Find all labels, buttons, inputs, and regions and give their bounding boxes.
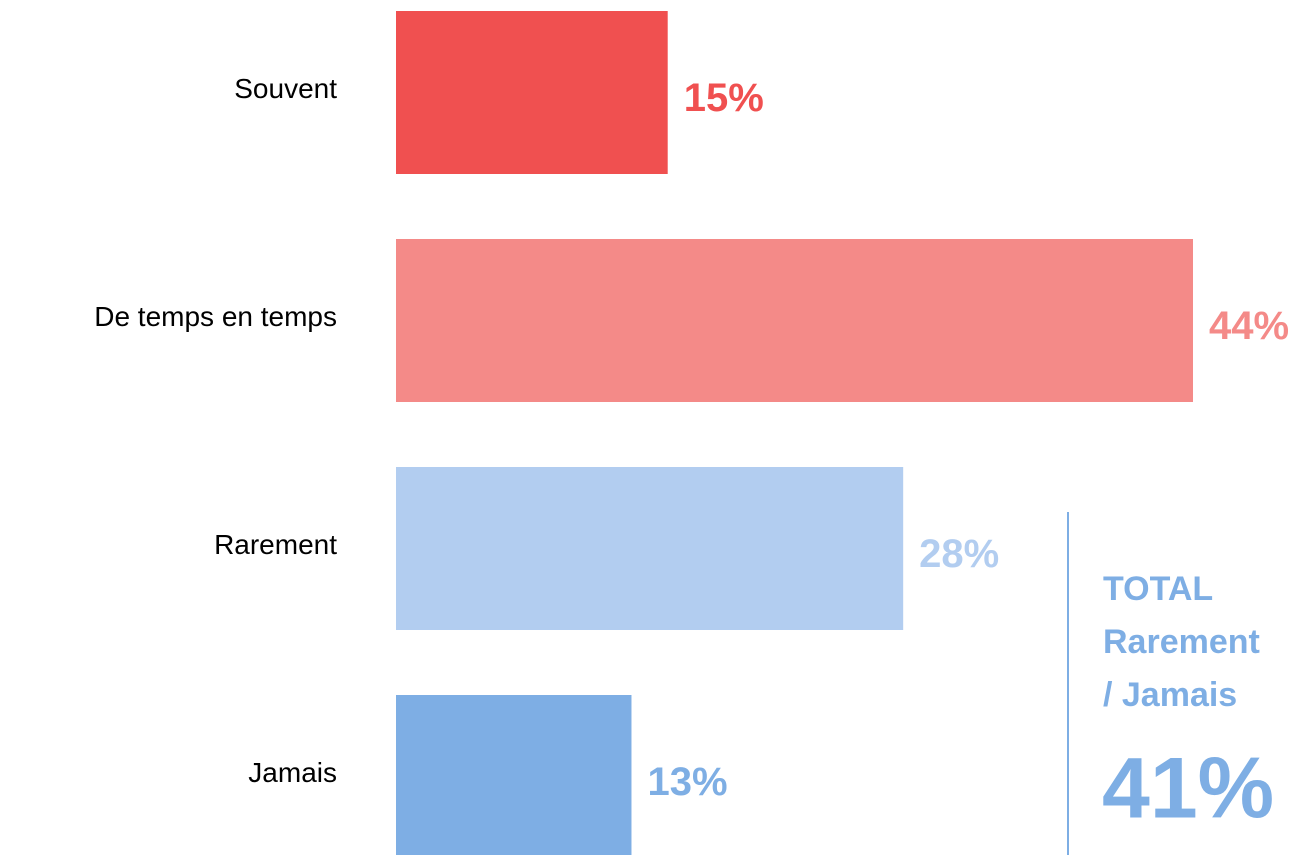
bar <box>396 239 1193 402</box>
category-label: De temps en temps <box>94 301 337 332</box>
bar <box>396 467 904 630</box>
bar <box>396 695 632 855</box>
annotation-text: TOTAL <box>1103 570 1213 608</box>
category-label: Rarement <box>214 529 337 560</box>
category-label: Jamais <box>248 757 337 788</box>
value-label: 28% <box>919 532 999 576</box>
bar <box>396 11 668 174</box>
value-label: 13% <box>647 760 727 804</box>
value-label: 15% <box>684 76 764 120</box>
annotation-text: / Jamais <box>1103 676 1237 714</box>
total-value: 41% <box>1102 741 1274 837</box>
category-label: Souvent <box>234 73 337 104</box>
value-label: 44% <box>1209 304 1289 348</box>
annotation-text: Rarement <box>1103 623 1260 661</box>
